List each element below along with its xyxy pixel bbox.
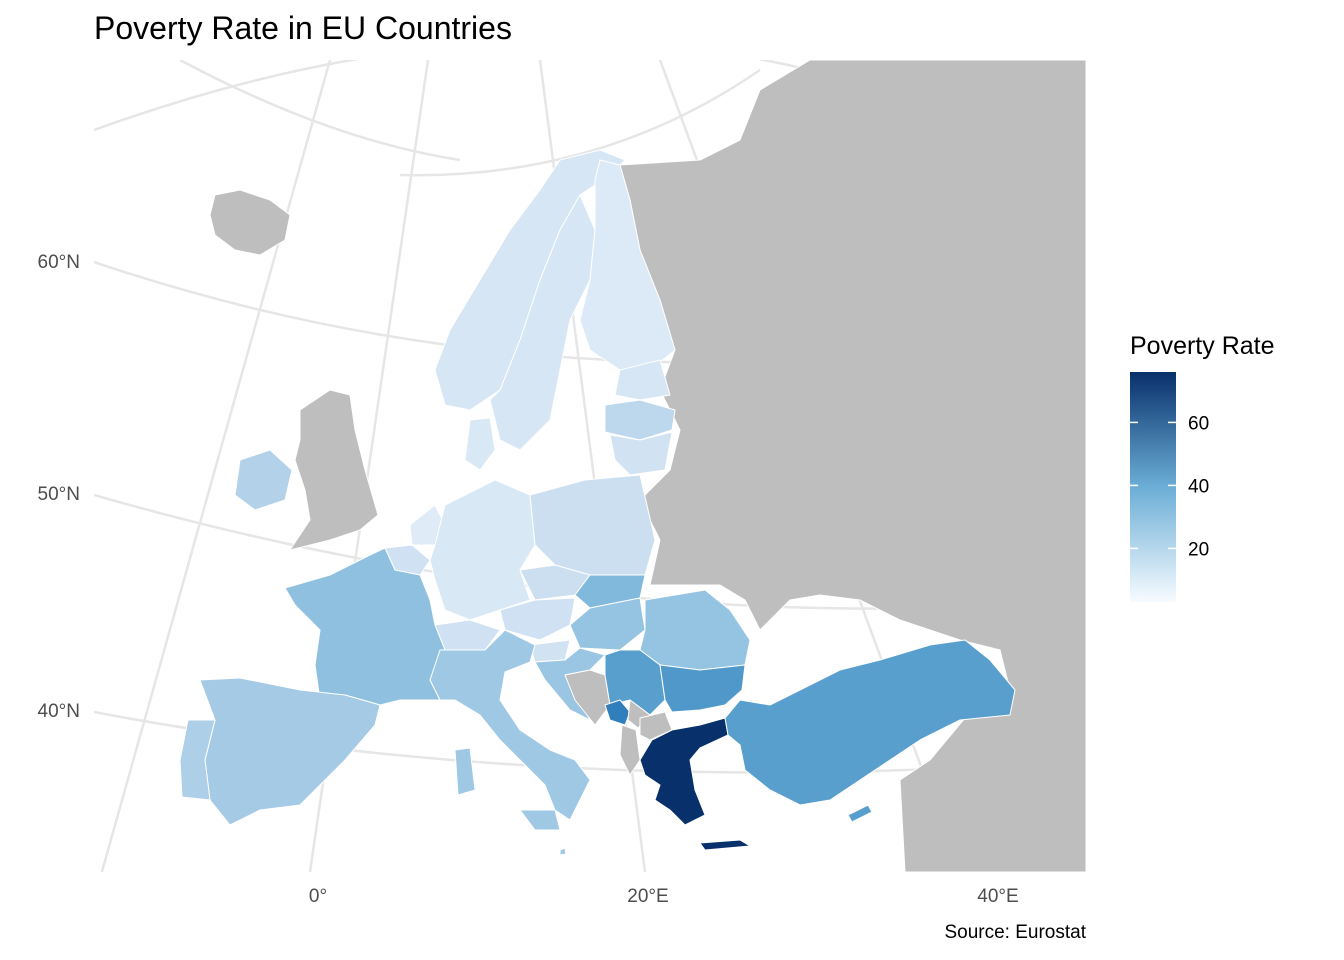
country-italy-sardinia <box>454 747 476 796</box>
country-malta <box>559 847 567 856</box>
country-uk <box>289 389 379 551</box>
country-latvia <box>604 399 676 441</box>
x-tick-label: 40°E <box>977 886 1018 907</box>
source-caption: Source: Eurostat <box>944 922 1086 943</box>
country-slovakia <box>574 574 646 609</box>
country-kosovo <box>627 699 651 729</box>
country-greece-crete <box>699 839 751 851</box>
country-russia <box>619 60 1086 872</box>
country-bulgaria <box>659 664 746 713</box>
country-portugal <box>179 719 216 801</box>
country-iceland <box>209 189 291 256</box>
legend-title: Poverty Rate <box>1130 332 1275 360</box>
country-estonia <box>614 359 671 401</box>
y-axis: 60°N 50°N 40°N <box>38 252 80 722</box>
country-shapes <box>179 60 1086 872</box>
legend-colorbar <box>1130 372 1176 602</box>
country-poland <box>529 474 656 576</box>
country-lithuania <box>609 431 673 476</box>
chart-title: Poverty Rate in EU Countries <box>94 10 512 46</box>
country-sweden <box>489 194 596 451</box>
country-cyprus <box>847 804 873 823</box>
x-axis: 0° 20°E 40°E <box>309 886 1019 907</box>
country-germany <box>429 479 536 621</box>
country-hungary <box>569 597 646 651</box>
legend-tick-label: 20 <box>1188 539 1209 560</box>
country-albania <box>619 724 641 776</box>
country-italy-sicily <box>519 809 561 831</box>
x-tick-label: 0° <box>309 886 327 907</box>
x-tick-label: 20°E <box>627 886 668 907</box>
country-ireland <box>234 449 293 511</box>
legend-ticks: 20 40 60 <box>1130 413 1209 560</box>
y-tick-label: 60°N <box>38 252 80 273</box>
country-slovenia <box>529 639 571 663</box>
legend-tick-label: 40 <box>1188 476 1209 497</box>
country-romania <box>639 589 751 671</box>
country-montenegro <box>604 699 631 726</box>
country-greece <box>639 717 729 826</box>
legend: 20 40 60 <box>1130 372 1209 602</box>
country-turkey <box>724 639 1016 806</box>
country-denmark <box>464 417 496 471</box>
country-serbia <box>604 649 666 716</box>
legend-tick-label: 60 <box>1188 413 1209 434</box>
y-tick-label: 40°N <box>38 701 80 722</box>
country-italy <box>429 629 591 821</box>
y-tick-label: 50°N <box>38 484 80 505</box>
